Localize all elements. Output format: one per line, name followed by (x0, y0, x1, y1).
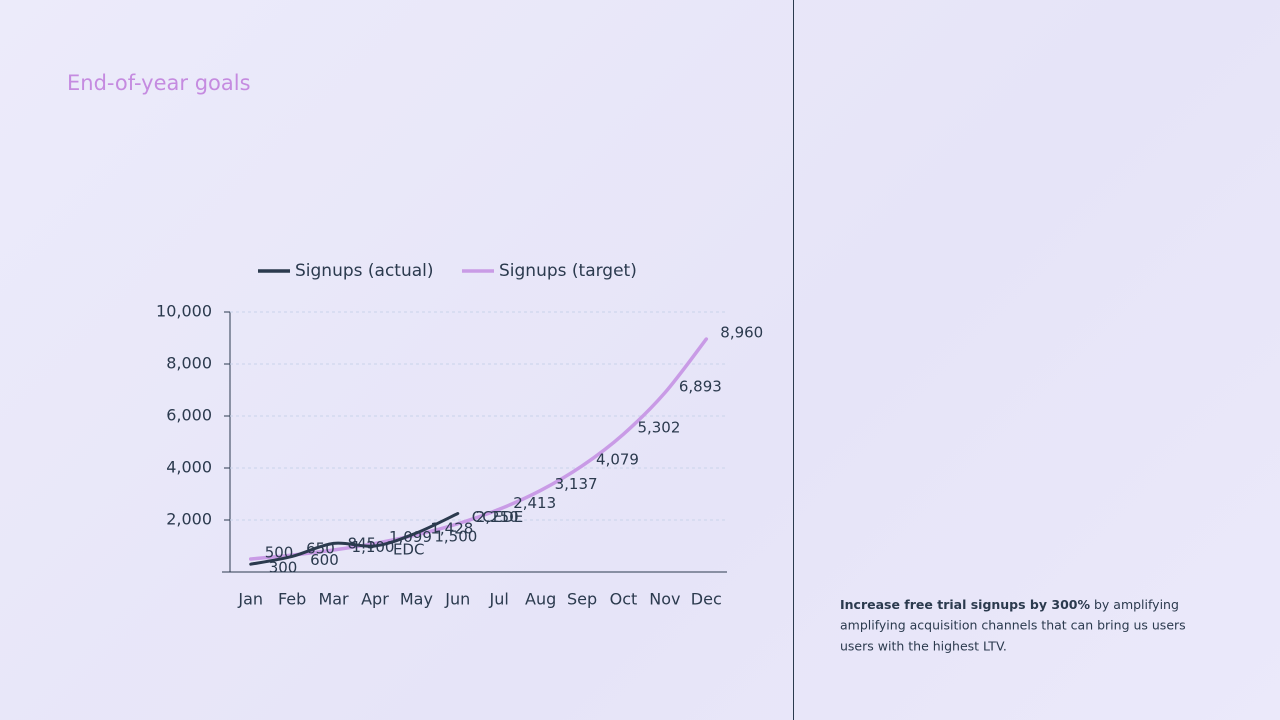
note-line-2: amplifying acquisition channels that can… (840, 618, 1186, 633)
x-tick-label: Oct (610, 590, 638, 609)
x-tick-label: Jul (489, 590, 509, 609)
note-text: by amplifying (1090, 597, 1179, 612)
data-label: 600 (310, 551, 339, 569)
slide-title: End-of-year goals (67, 71, 251, 95)
note-line-3: users with the highest LTV. (840, 639, 1007, 654)
x-tick-label: Jan (237, 590, 263, 609)
x-tick-label: May (400, 590, 433, 609)
note-line-1: Increase free trial signups by 300% by a… (840, 597, 1179, 612)
x-tick-label: Jun (444, 590, 470, 609)
data-label: 500 (265, 544, 294, 562)
y-tick-label: 8,000 (166, 354, 212, 373)
x-tick-label: Mar (318, 590, 349, 609)
data-label: 1,500 (434, 528, 477, 546)
series-line (248, 337, 709, 561)
data-label: 6,893 (679, 377, 722, 395)
x-tick-label: Dec (691, 590, 722, 609)
data-label: 845 (348, 535, 377, 553)
note-bold: Increase free trial signups by 300% (840, 597, 1090, 612)
data-label: 3,137 (555, 475, 598, 493)
y-tick-label: 10,000 (156, 302, 212, 321)
data-label: 1,428 (430, 519, 473, 537)
data-label: 8,960 (720, 324, 763, 342)
data-label: 650 (306, 540, 335, 558)
y-tick-label: 6,000 (166, 406, 212, 425)
data-label: 5,302 (637, 419, 680, 437)
data-label: 300 (269, 559, 298, 577)
data-label: 4,079 (596, 450, 639, 468)
data-label: EDC (393, 541, 425, 559)
series-line (249, 512, 460, 566)
data-label: 2,413 (513, 494, 556, 512)
data-label: 1,100 (352, 538, 395, 556)
x-tick-label: Aug (525, 590, 556, 609)
data-label: 2,250 (476, 508, 519, 526)
y-tick-label: 2,000 (166, 510, 212, 529)
x-tick-label: Nov (649, 590, 680, 609)
x-tick-label: Feb (278, 590, 306, 609)
x-tick-label: Apr (361, 590, 389, 609)
x-tick-label: Sep (567, 590, 597, 609)
y-tick-label: 4,000 (166, 458, 212, 477)
legend-label: Signups (target) (499, 261, 637, 281)
data-label: 1,099 (389, 528, 432, 546)
legend-label: Signups (actual) (295, 261, 434, 281)
data-label: CCEDE (472, 508, 523, 526)
